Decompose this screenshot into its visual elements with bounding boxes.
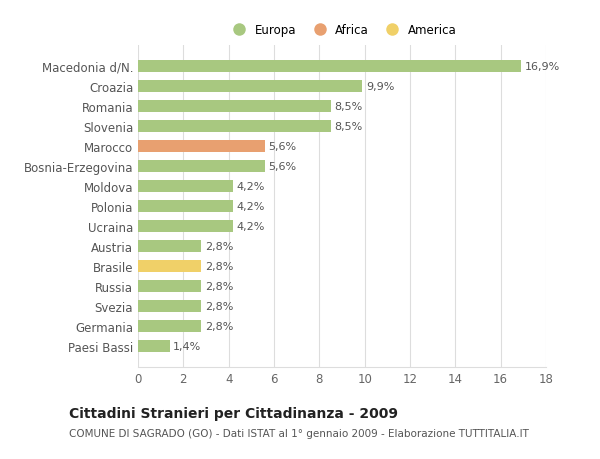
Text: 2,8%: 2,8% — [205, 241, 233, 252]
Bar — [138, 101, 331, 113]
Text: Cittadini Stranieri per Cittadinanza - 2009: Cittadini Stranieri per Cittadinanza - 2… — [69, 406, 398, 420]
Bar — [138, 180, 233, 193]
Text: 2,8%: 2,8% — [205, 262, 233, 271]
Text: 2,8%: 2,8% — [205, 321, 233, 331]
Text: 5,6%: 5,6% — [268, 162, 296, 172]
Bar — [138, 220, 233, 233]
Text: COMUNE DI SAGRADO (GO) - Dati ISTAT al 1° gennaio 2009 - Elaborazione TUTTITALIA: COMUNE DI SAGRADO (GO) - Dati ISTAT al 1… — [69, 428, 529, 438]
Text: 2,8%: 2,8% — [205, 281, 233, 291]
Bar — [138, 241, 202, 253]
Text: 16,9%: 16,9% — [524, 62, 560, 72]
Legend: Europa, Africa, America: Europa, Africa, America — [223, 20, 461, 42]
Bar — [138, 80, 362, 93]
Text: 4,2%: 4,2% — [236, 182, 265, 191]
Bar — [138, 61, 521, 73]
Bar — [138, 260, 202, 273]
Text: 5,6%: 5,6% — [268, 142, 296, 151]
Bar — [138, 120, 331, 133]
Bar — [138, 280, 202, 293]
Text: 8,5%: 8,5% — [334, 101, 362, 112]
Text: 2,8%: 2,8% — [205, 302, 233, 312]
Bar — [138, 140, 265, 153]
Text: 4,2%: 4,2% — [236, 202, 265, 212]
Bar — [138, 340, 170, 353]
Bar — [138, 320, 202, 333]
Text: 9,9%: 9,9% — [366, 82, 394, 92]
Bar — [138, 160, 265, 173]
Text: 1,4%: 1,4% — [173, 341, 202, 352]
Bar — [138, 201, 233, 213]
Bar — [138, 300, 202, 313]
Text: 4,2%: 4,2% — [236, 222, 265, 231]
Text: 8,5%: 8,5% — [334, 122, 362, 132]
